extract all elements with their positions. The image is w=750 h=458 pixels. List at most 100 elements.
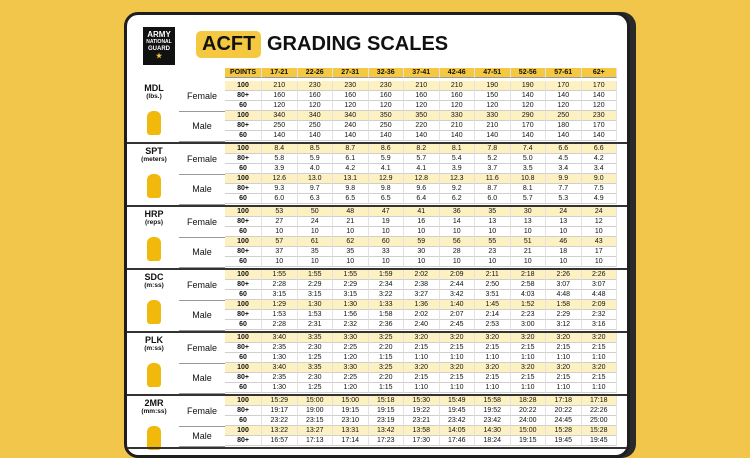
score-cell: 15:58 [475,396,511,406]
score-cell: 15:49 [439,396,475,406]
score-cell: 1:10 [581,353,617,363]
score-cell: 6.2 [439,194,475,204]
points-label: 100 [225,426,262,436]
score-cell: 18:24 [475,436,511,446]
gender-label: Female [179,81,225,112]
event-icon [147,237,161,261]
points-label: 80+ [225,343,262,353]
points-label: 100 [225,363,262,373]
score-cell: 1:55 [262,270,298,280]
score-cell: 6.0 [262,194,298,204]
score-cell: 17:46 [439,436,475,446]
badge: ACFT [196,31,262,58]
score-cell: 2:15 [510,343,546,353]
column-header: POINTS [225,68,262,78]
gender-label: Female [179,207,225,238]
score-cell: 10 [333,227,369,237]
score-cell: 2:32 [581,310,617,320]
score-cell: 1:59 [368,270,404,280]
event-name: SPT [145,146,163,156]
score-cell: 250 [297,121,333,131]
score-cell: 2:15 [439,373,475,383]
score-cell: 3:20 [439,333,475,343]
logo-star: ★ [155,53,163,60]
score-cell: 24:45 [546,416,582,426]
score-cell: 160 [333,91,369,101]
score-cell: 2:32 [333,320,369,330]
score-cell: 19:22 [404,406,440,416]
score-cell: 5.4 [439,154,475,164]
score-cell: 2:23 [510,310,546,320]
score-cell: 3:20 [510,333,546,343]
score-cell: 1:25 [297,353,333,363]
score-cell: 13.1 [333,174,369,184]
event-label: HRP (reps) [131,209,177,239]
score-cell: 3:40 [262,363,298,373]
score-cell: 15:00 [510,426,546,436]
gender-label: Male [179,300,225,331]
score-cell: 18:28 [510,396,546,406]
score-cell: 25:00 [581,416,617,426]
score-cell: 19:00 [297,406,333,416]
score-cell: 250 [262,121,298,131]
score-cell: 340 [333,111,369,121]
score-cell: 1:53 [262,310,298,320]
score-cell: 47 [368,207,404,217]
score-cell: 8.7 [475,184,511,194]
score-cell: 2:29 [297,280,333,290]
score-cell: 2:36 [368,320,404,330]
event-divider [127,268,627,270]
score-cell: 140 [368,131,404,141]
score-cell: 3:40 [262,333,298,343]
event-unit: (meters) [141,156,167,163]
event-label: MDL (lbs.) [131,83,177,113]
score-cell: 51 [510,237,546,247]
score-cell: 41 [404,207,440,217]
score-cell: 120 [404,101,440,111]
score-cell: 120 [297,101,333,111]
score-cell: 21 [510,247,546,257]
event-name: HRP [144,209,164,219]
points-label: 60 [225,383,262,393]
score-cell: 140 [510,91,546,101]
score-cell: 120 [368,101,404,111]
score-cell: 2:38 [404,280,440,290]
score-cell: 23:42 [439,416,475,426]
score-cell: 230 [368,81,404,91]
points-label: 60 [225,320,262,330]
score-cell: 10.8 [510,174,546,184]
score-cell: 15:28 [581,426,617,436]
score-cell: 9.6 [404,184,440,194]
points-label: 100 [225,81,262,91]
score-cell: 3:30 [333,363,369,373]
score-cell: 24 [297,217,333,227]
event-unit: (lbs.) [146,93,162,100]
score-cell: 3:20 [546,363,582,373]
points-label: 60 [225,227,262,237]
score-cell: 120 [439,101,475,111]
score-cell: 10 [475,227,511,237]
event-label: SDC (m:ss) [131,272,177,302]
score-cell: 12.9 [368,174,404,184]
score-cell: 3:00 [510,320,546,330]
score-cell: 37 [262,247,298,257]
score-cell: 46 [546,237,582,247]
score-cell: 17:18 [546,396,582,406]
event-label: PLK (m:ss) [131,335,177,365]
score-cell: 3:42 [439,290,475,300]
score-cell: 3.9 [262,164,298,174]
score-cell: 9.9 [546,174,582,184]
score-cell: 4.2 [333,164,369,174]
score-cell: 12.8 [404,174,440,184]
score-cell: 3:27 [404,290,440,300]
score-cell: 21 [333,217,369,227]
score-cell: 160 [439,91,475,101]
score-cell: 19:52 [475,406,511,416]
scale-card: ARMY NATIONAL GUARD ★ ACFT GRADING SCALE… [124,12,630,458]
score-cell: 4.0 [297,164,333,174]
score-cell: 8.1 [439,144,475,154]
score-cell: 6.6 [546,144,582,154]
score-cell: 6.3 [297,194,333,204]
score-cell: 15:00 [333,396,369,406]
score-cell: 3:20 [475,363,511,373]
